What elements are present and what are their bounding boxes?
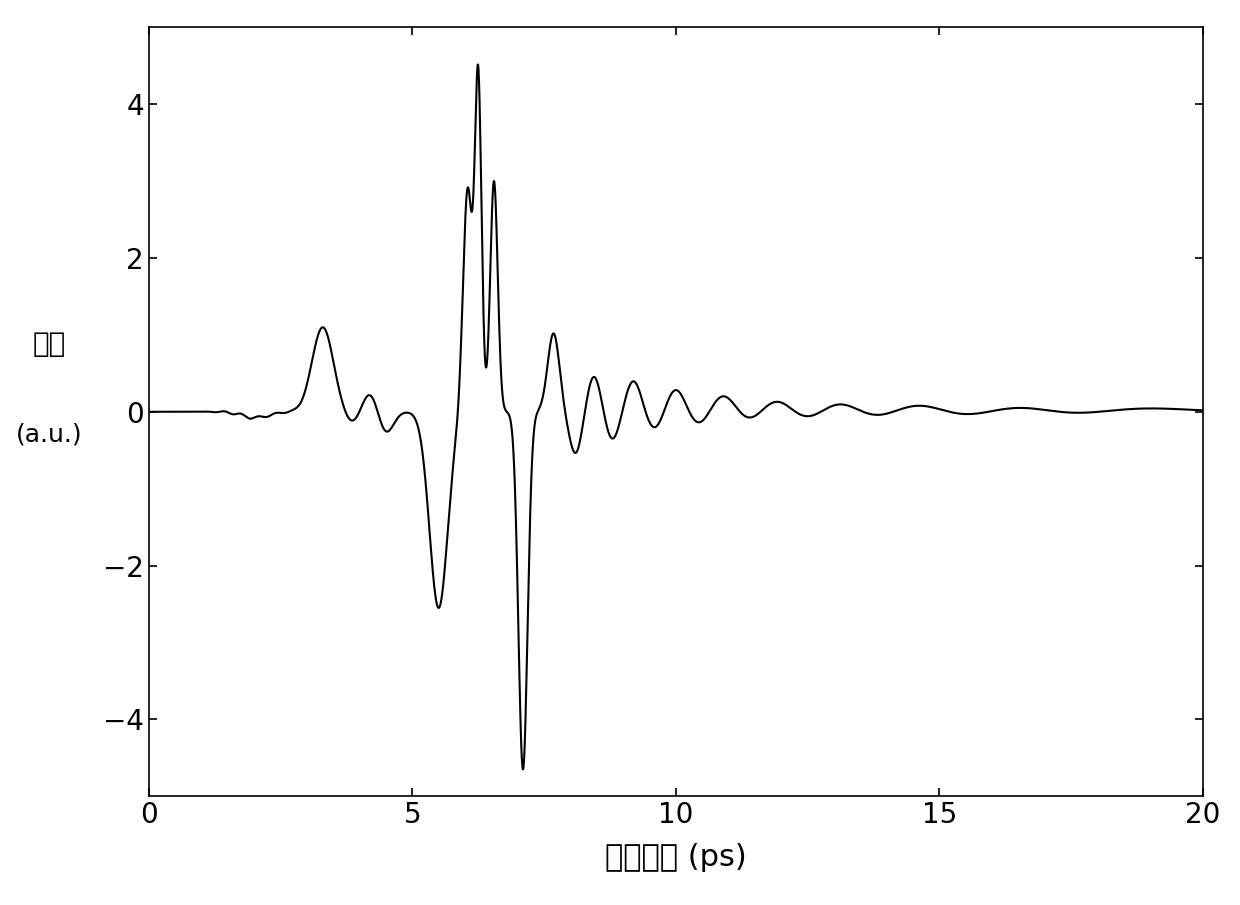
X-axis label: 时间延迟 (ps): 时间延迟 (ps) bbox=[605, 843, 746, 872]
Text: 振幅: 振幅 bbox=[33, 330, 66, 357]
Text: (a.u.): (a.u.) bbox=[16, 423, 83, 446]
